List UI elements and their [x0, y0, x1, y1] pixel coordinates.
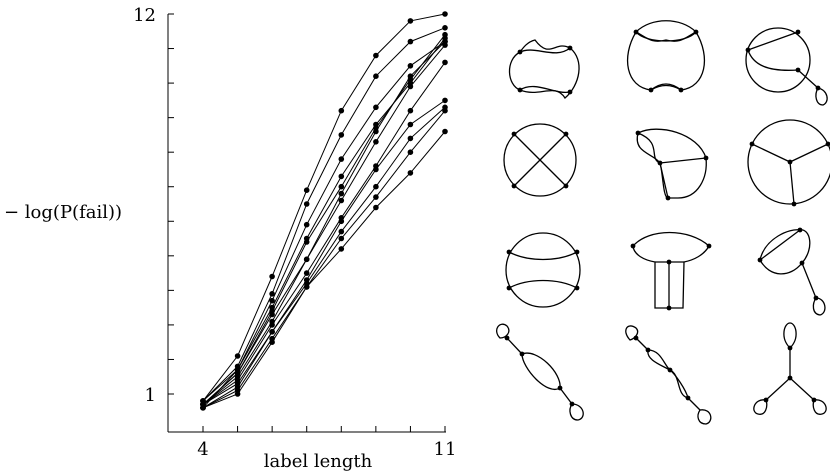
data-point: [303, 270, 310, 276]
data-point: [407, 38, 414, 45]
data-point: [338, 183, 345, 190]
data-point: [338, 197, 345, 204]
data-point: [442, 31, 448, 38]
graph-5-1: [496, 323, 584, 421]
data-point: [269, 329, 275, 335]
data-point: [234, 370, 241, 377]
data-point: [200, 401, 206, 408]
y-tick-label-bottom: 1: [145, 385, 156, 406]
x-tick-label-right: 11: [434, 439, 457, 460]
graph-5-3: [753, 322, 827, 415]
data-point: [373, 166, 379, 173]
data-point: [373, 104, 379, 111]
data-point: [338, 246, 345, 252]
data-point: [269, 297, 275, 304]
series-4: [200, 38, 448, 408]
series-line: [202, 41, 446, 405]
x-ticks: [202, 426, 446, 432]
data-point: [338, 173, 345, 180]
series-line: [202, 62, 446, 405]
data-point: [303, 256, 310, 263]
data-point: [373, 194, 379, 200]
data-point: [373, 183, 379, 190]
graph-3-3: [747, 119, 830, 207]
series-7: [200, 97, 448, 408]
data-point: [303, 221, 310, 228]
data-point: [442, 107, 448, 114]
data-point: [338, 190, 345, 197]
series-line: [202, 99, 446, 405]
data-point: [442, 25, 448, 31]
series-line: [202, 44, 446, 405]
line-chart: 12 1 4 11 label length − log(P(fail)): [4, 5, 456, 472]
graph-3-2: [635, 128, 709, 201]
series-line: [202, 34, 446, 405]
data-point: [373, 139, 379, 145]
graph-5-2: [625, 325, 712, 425]
series-line: [202, 37, 446, 402]
data-point: [338, 156, 345, 162]
data-point: [407, 76, 414, 83]
data-point: [303, 187, 310, 193]
data-point: [442, 97, 448, 104]
data-point: [373, 125, 379, 131]
data-point: [269, 308, 275, 314]
series-line: [202, 41, 446, 409]
y-axis-label: − log(P(fail)): [4, 202, 122, 223]
graph-2-3: [626, 20, 706, 93]
graph-4-3: [757, 227, 826, 316]
data-point: [407, 63, 414, 69]
y-tick-label-top: 12: [133, 5, 156, 26]
series-3: [200, 35, 448, 404]
data-point: [373, 204, 379, 211]
data-point: [407, 121, 414, 128]
data-point: [407, 107, 414, 114]
series-line: [202, 131, 446, 409]
graph-2-2: [508, 39, 580, 99]
x-tick-label-left: 4: [197, 439, 208, 460]
graph-4-1: [505, 232, 581, 308]
data-point: [338, 228, 345, 235]
data-point: [373, 52, 379, 59]
series-12: [200, 31, 448, 408]
data-point: [407, 170, 414, 176]
data-point: [338, 235, 345, 242]
data-point: [338, 132, 345, 138]
series-6: [200, 59, 448, 408]
data-point: [269, 273, 275, 280]
data-point: [338, 107, 345, 114]
data-point: [234, 353, 241, 359]
graph-thumbnail-grid: [496, 20, 830, 425]
data-point: [407, 18, 414, 24]
data-point: [407, 83, 414, 90]
x-axis-label: label length: [264, 451, 373, 472]
data-point: [303, 239, 310, 245]
data-point: [373, 73, 379, 79]
data-point: [269, 322, 275, 328]
series-line: [202, 27, 446, 402]
data-point: [442, 59, 448, 66]
data-point: [407, 149, 414, 155]
graph-4-2: [630, 231, 712, 311]
data-point: [442, 11, 448, 17]
graph-3-1: [503, 123, 577, 197]
data-point: [234, 391, 241, 397]
data-point: [303, 201, 310, 207]
data-point: [338, 218, 345, 225]
series-line: [202, 13, 446, 402]
series-5: [200, 42, 448, 408]
series-line: [202, 106, 446, 409]
series-group: [200, 11, 448, 411]
data-point: [303, 284, 310, 290]
y-ticks: [168, 13, 174, 395]
data-point: [442, 128, 448, 135]
data-point: [269, 339, 275, 346]
data-point: [269, 291, 275, 297]
series-line: [202, 110, 446, 409]
graph-2-4: [745, 27, 828, 106]
data-point: [442, 38, 448, 45]
data-point: [407, 135, 414, 142]
